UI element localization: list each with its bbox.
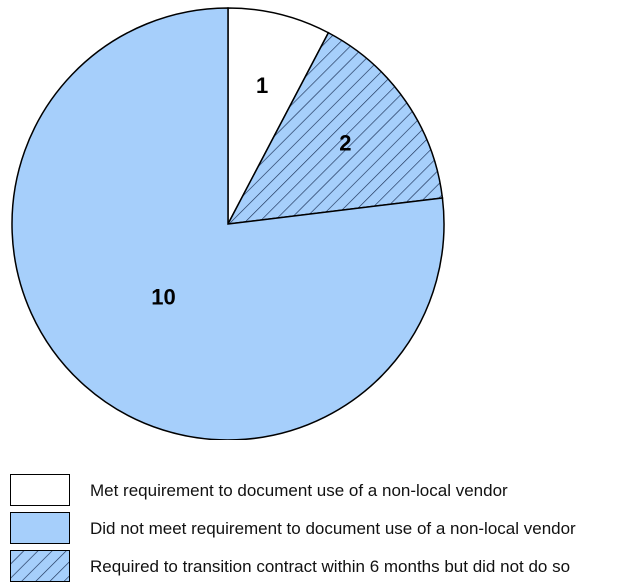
legend-swatch-transition — [10, 550, 70, 582]
legend: Met requirement to document use of a non… — [10, 474, 620, 588]
legend-label-met: Met requirement to document use of a non… — [90, 481, 508, 500]
legend-item-did-not-meet: Did not meet requirement to document use… — [10, 512, 620, 550]
slice-label-did-not-meet: 10 — [151, 284, 175, 309]
legend-swatch-met — [10, 474, 70, 506]
legend-item-transition: Required to transition contract within 6… — [10, 550, 620, 588]
pie-slice-met — [227, 7, 330, 225]
legend-swatch-did-not-meet — [10, 512, 70, 544]
pie-slice-transition — [226, 31, 444, 225]
pie-chart: 1 2 10 — [11, 7, 445, 440]
legend-item-met: Met requirement to document use of a non… — [10, 474, 620, 512]
slice-label-met: 1 — [256, 73, 268, 98]
legend-label-did-not-meet: Did not meet requirement to document use… — [90, 519, 576, 538]
slice-label-transition: 2 — [339, 131, 351, 156]
legend-label-transition: Required to transition contract within 6… — [90, 557, 571, 576]
pie-slice-did-not-meet — [11, 7, 445, 440]
